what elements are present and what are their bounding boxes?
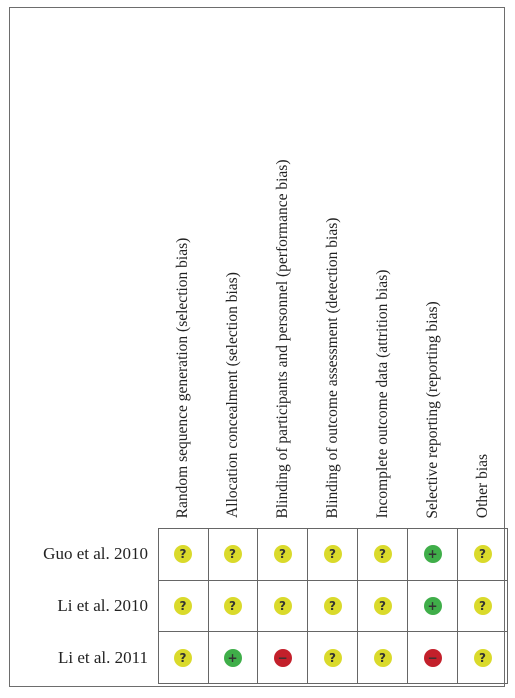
risk-cell: ? — [258, 528, 308, 581]
high-risk-icon: − — [273, 648, 292, 667]
domain-label: Incomplete outcome data (attrition bias) — [374, 269, 391, 518]
risk-cell: ? — [358, 580, 408, 632]
unclear-risk-icon: ? — [473, 596, 492, 615]
study-label: Guo et al. 2010 — [43, 544, 148, 563]
unclear-risk-icon: ? — [373, 596, 392, 615]
risk-cell: + — [408, 580, 458, 632]
risk-cell: − — [258, 632, 308, 684]
risk-cell: ? — [458, 580, 508, 632]
risk-cell: ? — [158, 528, 209, 581]
risk-cell: ? — [308, 528, 358, 581]
low-risk-icon: + — [423, 596, 442, 615]
risk-cell: + — [208, 632, 258, 684]
unclear-risk-icon: ? — [323, 648, 342, 667]
risk-cell: ? — [158, 632, 209, 684]
study-label: Li et al. 2011 — [57, 648, 148, 667]
unclear-risk-icon: ? — [373, 648, 392, 667]
unclear-risk-icon: ? — [223, 545, 242, 563]
risk-grid: ????? +?????? +?? + −?? −? — [158, 528, 508, 684]
risk-cell: ? — [458, 632, 508, 684]
study-label: Li et al. 2010 — [57, 596, 148, 615]
domain-label: Other bias — [474, 453, 491, 519]
unclear-risk-icon: ? — [174, 545, 192, 563]
risk-cell: ? — [258, 580, 308, 632]
low-risk-icon: + — [423, 545, 442, 563]
domain-label: Allocation concealment (selection bias) — [224, 272, 241, 518]
high-risk-icon: − — [423, 648, 442, 667]
domain-label: Selective reporting (reporting bias) — [424, 300, 441, 519]
risk-cell: ? — [208, 528, 258, 581]
risk-cell: ? — [458, 528, 508, 581]
unclear-risk-icon: ? — [473, 545, 492, 563]
risk-cell: ? — [308, 632, 358, 684]
domain-label: Blinding of participants and personnel (… — [274, 159, 291, 518]
unclear-risk-icon: ? — [273, 545, 292, 563]
domain-label: Random sequence generation (selection bi… — [174, 237, 191, 518]
unclear-risk-icon: ? — [273, 596, 292, 615]
unclear-risk-icon: ? — [323, 596, 342, 615]
unclear-risk-icon: ? — [174, 596, 192, 615]
unclear-risk-icon: ? — [323, 545, 342, 563]
unclear-risk-icon: ? — [223, 596, 242, 615]
risk-cell: ? — [158, 580, 209, 632]
domain-label: Blinding of outcome assessment (detectio… — [324, 217, 341, 518]
risk-cell: ? — [308, 580, 358, 632]
risk-cell: + — [408, 528, 458, 581]
unclear-risk-icon: ? — [473, 648, 492, 667]
risk-cell: − — [408, 632, 458, 684]
risk-cell: ? — [358, 632, 408, 684]
unclear-risk-icon: ? — [373, 545, 392, 563]
unclear-risk-icon: ? — [174, 648, 192, 667]
risk-cell: ? — [208, 580, 258, 632]
low-risk-icon: + — [223, 648, 242, 667]
risk-cell: ? — [358, 528, 408, 581]
